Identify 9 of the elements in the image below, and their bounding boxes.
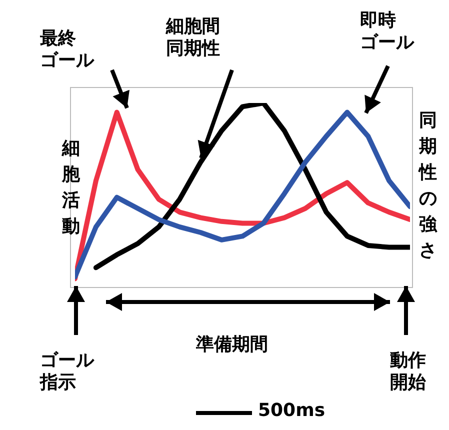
text: 細胞間同期性 xyxy=(166,16,220,60)
text: ゴール指示 xyxy=(40,350,94,394)
text: 最終ゴール xyxy=(40,28,94,72)
text: 動作開始 xyxy=(390,350,426,394)
text: 500ms xyxy=(258,400,326,422)
y-axis-title: 細胞活動 xyxy=(62,137,81,239)
text: 即時ゴール xyxy=(360,10,414,54)
text: 準備期間 xyxy=(196,334,268,356)
y2-axis-title: 同期性の強さ xyxy=(419,109,438,263)
